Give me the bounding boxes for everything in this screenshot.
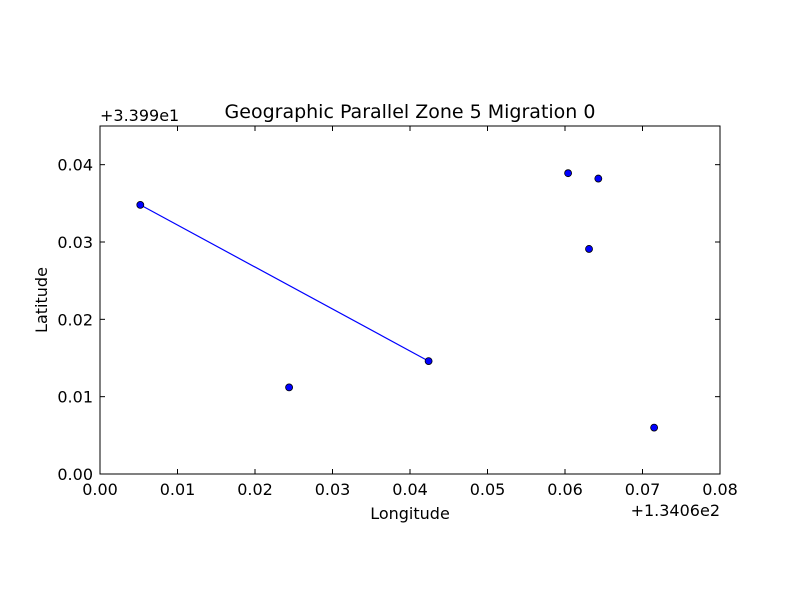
data-point	[285, 383, 294, 392]
data-point	[424, 357, 433, 365]
x-tick-label: 0.01	[160, 480, 196, 499]
chart-title: Geographic Parallel Zone 5 Migration 0	[225, 101, 596, 123]
x-tick-label: 0.00	[82, 480, 118, 499]
y-tick-label: 0.04	[57, 156, 93, 175]
x-axis-label: Longitude	[370, 504, 450, 523]
lines-layer	[140, 204, 429, 362]
data-point	[564, 169, 572, 178]
y-axis-label: Latitude	[32, 267, 51, 333]
series-line	[140, 204, 429, 362]
y-axis-ticks: 0.00 0.01 0.02 0.03 0.04	[57, 156, 720, 484]
data-point	[136, 200, 145, 209]
y-axis-offset-label: +3.399e1	[100, 106, 179, 125]
y-tick-label: 0.03	[57, 233, 93, 252]
x-tick-label: 0.07	[625, 480, 661, 499]
x-tick-label: 0.08	[702, 480, 738, 499]
x-axis-offset-label: +1.3406e2	[631, 501, 720, 520]
y-tick-label: 0.01	[57, 388, 93, 407]
x-tick-label: 0.03	[315, 480, 351, 499]
y-tick-label: 0.02	[57, 310, 93, 329]
points-layer	[136, 169, 659, 432]
data-point	[650, 423, 659, 432]
x-tick-label: 0.02	[237, 480, 273, 499]
x-tick-label: 0.06	[547, 480, 583, 499]
x-axis-ticks: 0.00 0.01 0.02 0.03 0.04 0.05 0.06 0.07 0.08	[82, 126, 738, 499]
plot-area	[100, 126, 720, 474]
x-tick-label: 0.04	[392, 480, 428, 499]
x-tick-label: 0.05	[470, 480, 506, 499]
data-point	[594, 174, 603, 183]
y-tick-label: 0.00	[57, 465, 93, 484]
data-point	[585, 245, 593, 253]
